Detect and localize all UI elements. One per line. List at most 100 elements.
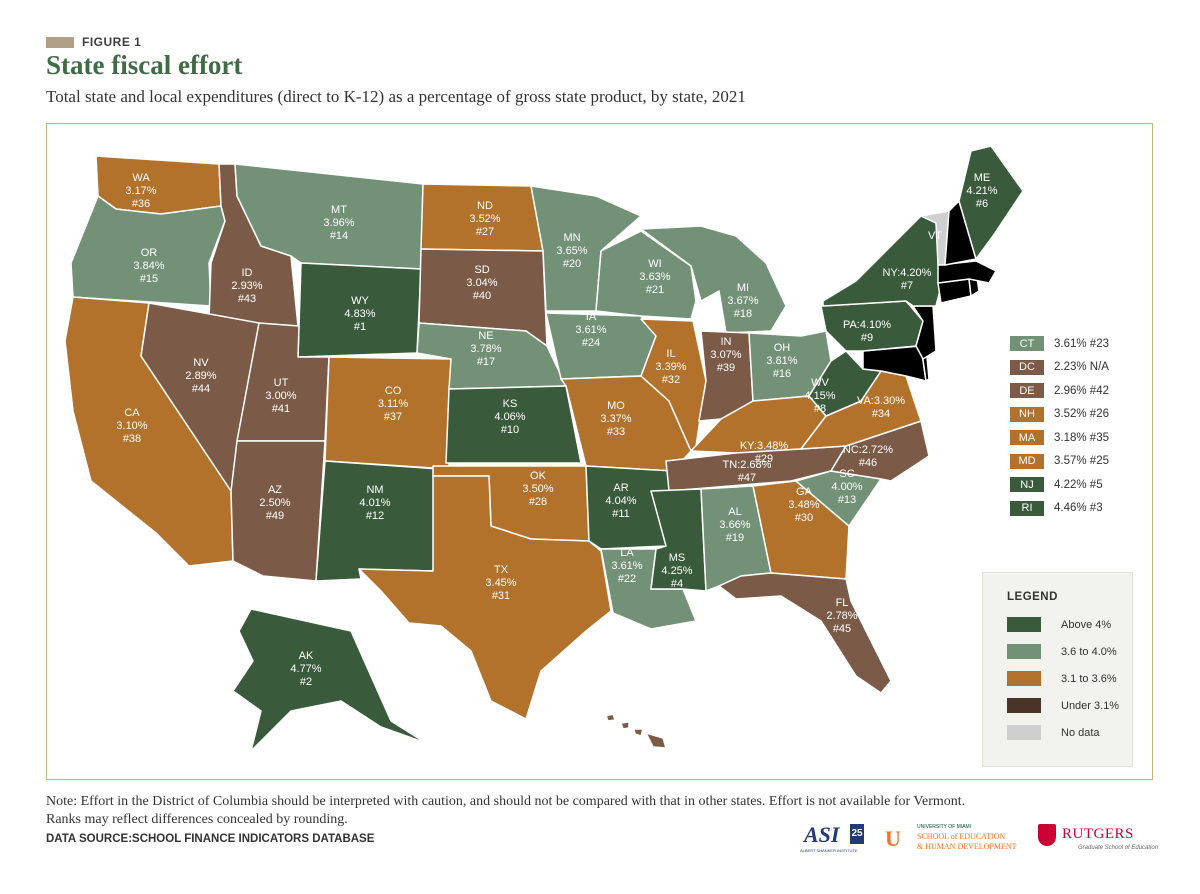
state-label-ms-pct: 4.25% [661, 565, 692, 577]
state-label-mi-pct: 3.67% [727, 295, 758, 307]
state-label-tn-code-pct: TN:2.68% [723, 459, 772, 471]
small-state-ma: MA 3.18% #35 [1010, 426, 1130, 450]
state-label-mo-code: MO [607, 400, 625, 412]
legend-label: 3.1 to 3.6% [1061, 672, 1117, 685]
small-state-value: 3.52% #26 [1054, 408, 1109, 421]
state-tx[interactable] [358, 475, 612, 720]
us-map: WA3.17%#36OR3.84%#15CA3.10%#38ID2.93%#43… [64, 145, 1024, 752]
state-mi[interactable] [640, 225, 787, 334]
asi-logo: ASI 25 ALBERT SHANKER INSTITUTE [800, 822, 864, 853]
state-label-mi-rank: #18 [734, 308, 752, 320]
state-label-mn-code: MN [563, 232, 580, 244]
state-label-la-rank: #22 [618, 573, 636, 585]
state-label-fl-rank: #45 [833, 623, 851, 635]
state-label-ga-rank: #30 [795, 512, 813, 524]
state-label-vt: VT [928, 230, 942, 242]
state-label-mo-pct: 3.37% [600, 413, 631, 425]
note-line-2: Ranks may reflect differences concealed … [46, 812, 348, 827]
state-label-ok-rank: #28 [529, 496, 547, 508]
small-state-value: 2.96% #42 [1054, 384, 1109, 397]
state-label-wi-rank: #21 [646, 284, 664, 296]
figure-tag: FIGURE 1 [46, 35, 141, 49]
legend-item: 3.6 to 4.0% [1007, 642, 1132, 661]
state-label-ny-rank: #7 [901, 280, 913, 292]
small-state-swatch: MA [1010, 430, 1044, 446]
state-or[interactable] [70, 195, 226, 307]
legend-item: Above 4% [1007, 615, 1132, 634]
state-ar[interactable] [585, 465, 674, 550]
state-ks[interactable] [445, 385, 582, 464]
state-ia[interactable] [545, 312, 657, 380]
state-label-ok-code: OK [530, 470, 547, 482]
legend-swatch [1007, 725, 1041, 740]
state-wi[interactable] [595, 230, 697, 320]
state-label-mt-pct: 3.96% [323, 217, 354, 229]
small-state-nj: NJ 4.22% #5 [1010, 473, 1130, 497]
state-label-nd-pct: 3.52% [469, 213, 500, 225]
small-state-value: 4.22% #5 [1054, 478, 1103, 491]
state-az[interactable] [230, 440, 326, 582]
state-label-nm-code: NM [366, 484, 383, 496]
state-label-ut-pct: 3.00% [265, 390, 296, 402]
state-label-nv-code: NV [193, 357, 209, 369]
state-label-ak-rank: #2 [300, 676, 312, 688]
state-label-il-code: IL [666, 348, 675, 360]
state-label-nv-pct: 2.89% [185, 370, 216, 382]
state-label-az-rank: #49 [266, 510, 284, 522]
legend-item: No data [1007, 723, 1132, 742]
figure-label: FIGURE 1 [82, 35, 142, 49]
state-vt[interactable] [920, 210, 950, 266]
small-state-dc: DC 2.23% N/A [1010, 356, 1130, 380]
legend-item: Under 3.1% [1007, 696, 1132, 715]
logos: ASI 25 ALBERT SHANKER INSTITUTE U UNIVER… [800, 822, 1160, 858]
state-wa[interactable] [95, 155, 222, 215]
rutgers-logo: RUTGERS Graduate School of Education [1038, 824, 1158, 858]
state-label-nc-code-pct: NC:2.72% [843, 444, 893, 456]
small-state-ri: RI 4.46% #3 [1010, 497, 1130, 521]
data-source: DATA SOURCE:SCHOOL FINANCE INDICATORS DA… [46, 833, 375, 845]
state-label-nm-rank: #12 [366, 510, 384, 522]
state-label-in-pct: 3.07% [710, 349, 741, 361]
state-pa[interactable] [820, 300, 924, 352]
state-ak[interactable] [232, 608, 427, 752]
legend-label: Under 3.1% [1061, 699, 1120, 712]
state-label-tx-pct: 3.45% [485, 577, 516, 589]
state-label-ms-code: MS [669, 552, 686, 564]
state-label-nd-rank: #27 [476, 226, 494, 238]
state-label-mn-pct: 3.65% [556, 245, 587, 257]
state-label-co-code: CO [385, 385, 402, 397]
state-fl[interactable] [718, 572, 892, 694]
state-label-wi-pct: 3.63% [639, 271, 670, 283]
state-label-wy-code: WY [351, 295, 369, 307]
state-label-fl-code: FL [836, 597, 849, 609]
state-label-wi-code: WI [648, 258, 661, 270]
state-ga[interactable] [752, 480, 850, 580]
small-state-swatch: MD [1010, 453, 1044, 469]
state-label-tx-code: TX [494, 564, 509, 576]
state-label-oh-code: OH [774, 342, 791, 354]
state-label-or-rank: #15 [140, 273, 158, 285]
state-label-va-rank: #34 [872, 408, 890, 420]
small-state-swatch: DE [1010, 383, 1044, 399]
small-state-value: 2.23% N/A [1054, 361, 1109, 374]
state-label-ak-pct: 4.77% [290, 663, 321, 675]
state-label-wy-rank: #1 [354, 321, 366, 333]
small-state-swatch: RI [1010, 500, 1044, 516]
state-label-sd-pct: 3.04% [466, 277, 497, 289]
state-label-or-pct: 3.84% [133, 260, 164, 272]
state-label-il-pct: 3.39% [655, 361, 686, 373]
state-label-ca-pct: 3.10% [116, 420, 147, 432]
state-label-or-code: OR [141, 247, 158, 259]
state-ma[interactable] [937, 260, 997, 284]
state-label-ks-rank: #10 [501, 424, 519, 436]
state-hi[interactable] [605, 713, 667, 749]
state-me[interactable] [958, 145, 1024, 260]
state-label-ga-code: GA [796, 486, 813, 498]
state-label-mt-rank: #14 [330, 230, 348, 242]
small-state-swatch: CT [1010, 336, 1044, 352]
state-label-la-code: LA [620, 547, 634, 559]
state-label-me-pct: 4.21% [966, 185, 997, 197]
state-label-ca-rank: #38 [123, 433, 141, 445]
state-ny[interactable] [822, 215, 942, 307]
note-line-1: Note: Effort in the District of Columbia… [46, 794, 966, 809]
